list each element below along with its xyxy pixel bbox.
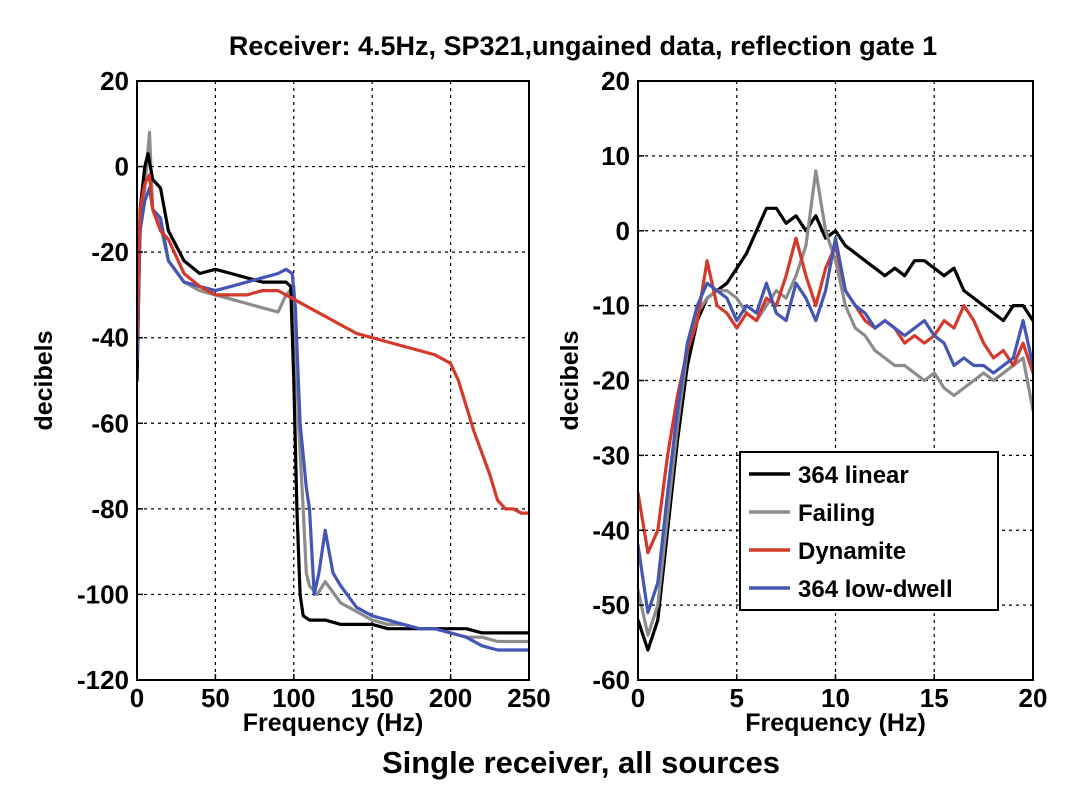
broadband-xtick-label: 200 xyxy=(429,683,472,713)
broadband-xtick-label: 150 xyxy=(351,683,394,713)
lowband-xtick-label: 15 xyxy=(920,683,949,713)
lowband-xtick-label: 0 xyxy=(631,683,645,713)
figure-caption: Single receiver, all sources xyxy=(382,745,780,780)
legend-box xyxy=(739,451,999,611)
legend-label: 364 linear xyxy=(798,462,909,489)
broadband-ytick-label: -60 xyxy=(91,408,129,438)
lowband-ytick-label: -20 xyxy=(592,366,630,396)
broadband-ytick-label: 0 xyxy=(115,152,129,182)
chart-legend: 364 linear Failing Dynamite 364 low-dwell xyxy=(739,451,999,611)
broadband-ytick-label: -20 xyxy=(91,237,129,267)
legend-label: Failing xyxy=(798,500,875,527)
broadband-xtick-label: 0 xyxy=(130,683,144,713)
legend-label: Dynamite xyxy=(798,538,906,565)
broadband-ytick-label: -100 xyxy=(77,579,129,609)
broadband-xaxis-label: Frequency (Hz) xyxy=(243,709,424,737)
broadband-series-group xyxy=(137,130,529,652)
broadband-ytick-label: 20 xyxy=(100,66,129,96)
lowband-ytick-label: -30 xyxy=(592,440,630,470)
broadband-series-364-low-dwell xyxy=(137,186,529,652)
lowband-ytick-label: 20 xyxy=(601,66,630,96)
broadband-series-dynamite xyxy=(137,173,529,515)
lowband-ytick-label: -50 xyxy=(592,590,630,620)
lowband-xtick-label: 20 xyxy=(1019,683,1048,713)
lowband-ytick-label: 0 xyxy=(616,216,630,246)
lowband-series-group xyxy=(638,169,1033,652)
broadband-xtick-label: 50 xyxy=(201,683,230,713)
lowband-ytick-label: 10 xyxy=(601,141,630,171)
broadband-ytick-label: -120 xyxy=(77,665,129,695)
lowband-ytick-label: -60 xyxy=(592,665,630,695)
broadband-yaxis-label: decibels xyxy=(30,330,58,430)
lowband-series-364-low-dwell xyxy=(638,236,1033,615)
plot-lowband: 0 5 10 15 20 -60 -50 -40 -30 -20 -10 0 10 20 Frequency… xyxy=(556,66,1047,737)
lowband-xtick-label: 5 xyxy=(730,683,744,713)
broadband-series-364-linear xyxy=(137,152,529,635)
lowband-xtick-label: 10 xyxy=(821,683,850,713)
plot-broadband: 0 50 100 150 200 250 -120 -100 -80 -60 -40 -20 0 20 Fr… xyxy=(30,66,551,737)
lowband-series-failing xyxy=(638,169,1033,637)
broadband-xtick-label: 100 xyxy=(272,683,315,713)
lowband-yaxis-label: decibels xyxy=(556,330,584,430)
lowband-ytick-label: -10 xyxy=(592,291,630,321)
broadband-xtick-label: 250 xyxy=(507,683,550,713)
figure-title: Receiver: 4.5Hz, SP321,ungained data, re… xyxy=(229,31,937,61)
broadband-axes-frame xyxy=(136,80,530,681)
lowband-ytick-label: -40 xyxy=(592,515,630,545)
lowband-xaxis-label: Frequency (Hz) xyxy=(745,709,926,737)
broadband-ytick-label: -80 xyxy=(91,494,129,524)
legend-label: 364 low-dwell xyxy=(798,576,953,603)
broadband-ytick-label: -40 xyxy=(91,323,129,353)
